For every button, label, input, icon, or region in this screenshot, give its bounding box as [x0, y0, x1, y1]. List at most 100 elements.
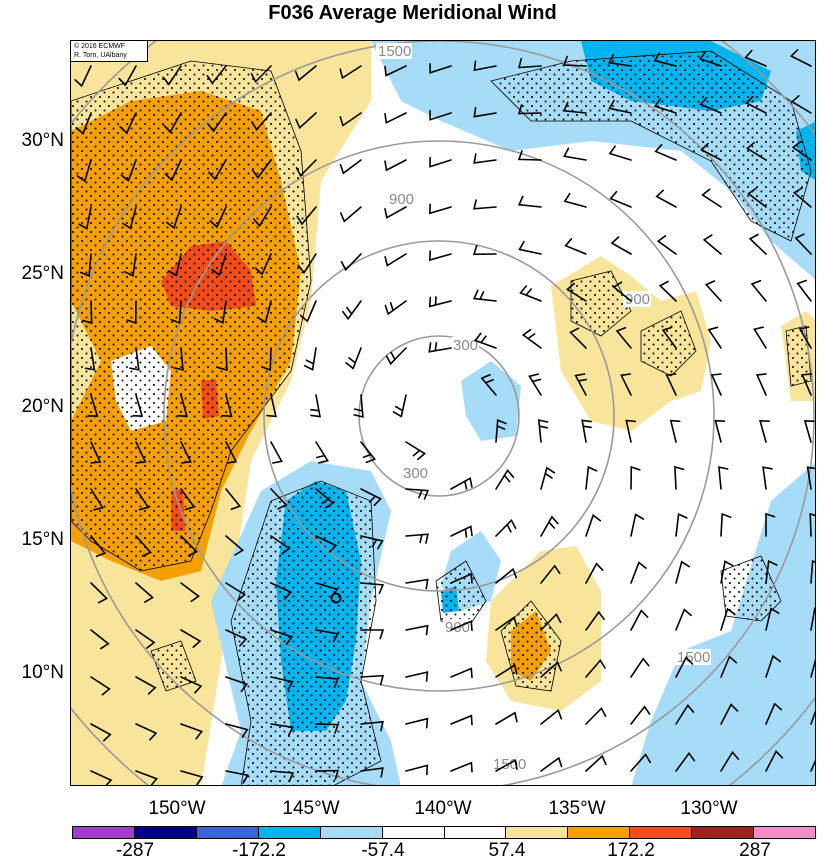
- wind-barb: [654, 143, 677, 161]
- wind-barb: [119, 112, 137, 135]
- wind-barb: [384, 253, 407, 267]
- wind-barb: [630, 609, 649, 631]
- wind-barb: [653, 98, 677, 114]
- wind-barb: [429, 203, 452, 215]
- wind-barb: [720, 607, 736, 631]
- wind-barb: [315, 535, 338, 553]
- wind-barb: [90, 629, 110, 650]
- negative-wind-region: [461, 361, 521, 441]
- wind-barb: [225, 770, 249, 784]
- colorbar-label: 57.4: [488, 840, 526, 861]
- wind-barb: [252, 206, 272, 228]
- wind-barb: [495, 711, 518, 725]
- wind-barb: [517, 57, 542, 69]
- wind-barb: [75, 112, 92, 135]
- wind-barb: [674, 465, 685, 490]
- wind-barb: [810, 658, 815, 678]
- wind-barb: [82, 300, 93, 325]
- ring-label-300: 300: [453, 337, 478, 354]
- wind-barb: [806, 466, 815, 490]
- wind-barb: [164, 159, 182, 182]
- wind-barb: [225, 488, 242, 511]
- wind-barb: [658, 280, 677, 302]
- wind-barb: [207, 112, 227, 133]
- wind-barb: [473, 153, 497, 164]
- wind-barb: [340, 206, 362, 223]
- wind-barb: [700, 142, 722, 161]
- wind-barb: [384, 65, 407, 77]
- wind-barb: [135, 770, 158, 785]
- wind-barb: [630, 657, 650, 678]
- wind-barb: [90, 770, 113, 785]
- wind-barb: [473, 60, 497, 72]
- wind-barb: [225, 629, 248, 647]
- colorbar-segment: [196, 827, 259, 838]
- wind-barb: [796, 279, 812, 302]
- wind-barb: [405, 624, 429, 636]
- wind-barb: [180, 488, 196, 511]
- wind-barb: [297, 253, 317, 274]
- wind-barb: [429, 156, 452, 168]
- wind-barb: [360, 767, 384, 778]
- wind-barb: [630, 753, 651, 772]
- wind-barb: [495, 418, 507, 443]
- wind-barb: [315, 769, 340, 780]
- wind-barb: [610, 236, 632, 255]
- wind-barb: [315, 629, 339, 643]
- colorbar-segment: [258, 827, 321, 838]
- ring-label-900: 900: [625, 291, 650, 308]
- wind-barb: [209, 206, 227, 229]
- wind-barb: [360, 674, 385, 686]
- lon-label-130W: 130°W: [680, 798, 738, 819]
- wind-barb: [180, 629, 202, 648]
- wind-barb: [129, 347, 140, 371]
- colorbar-segment: [134, 827, 197, 838]
- wind-barb: [698, 50, 722, 67]
- wind-barb: [360, 629, 385, 640]
- wind-barb: [759, 419, 770, 443]
- wind-barb: [299, 300, 317, 323]
- wind-barb: [429, 63, 452, 74]
- wind-barb: [211, 253, 227, 277]
- wind-barb: [540, 564, 561, 584]
- colorbar-segment: [382, 827, 445, 838]
- wind-barb: [745, 95, 767, 114]
- wind-barb: [675, 751, 696, 772]
- wind-barb: [385, 347, 407, 366]
- wind-barb: [581, 419, 592, 443]
- wind-barb: [270, 441, 283, 464]
- wind-barb: [270, 629, 294, 645]
- wind-barb: [720, 750, 740, 772]
- wind-barb: [135, 535, 152, 557]
- wind-barb: [540, 515, 559, 537]
- lat-label-25N: 25°N: [21, 263, 64, 284]
- wind-barb: [750, 279, 767, 302]
- wind-barb: [720, 703, 739, 725]
- wind-barb: [250, 65, 272, 84]
- wind-barb: [789, 48, 812, 67]
- wind-barb: [120, 159, 137, 183]
- wind-barb: [675, 608, 692, 631]
- wind-barb: [540, 708, 563, 725]
- colorbar-label: 172.2: [607, 840, 655, 861]
- wind-barb: [118, 65, 137, 87]
- colorbar-label: -57.4: [361, 840, 405, 861]
- colorbar-label: -172.2: [232, 840, 286, 861]
- wind-barb: [270, 488, 288, 510]
- wind-barb: [296, 206, 317, 226]
- wind-barb: [620, 373, 632, 396]
- wind-barb: [295, 159, 317, 178]
- wind-barb: [528, 373, 542, 396]
- wind-barb: [90, 441, 102, 464]
- wind-barb: [405, 488, 430, 500]
- colorbar-label: 287: [739, 840, 771, 861]
- lon-label-145W: 145°W: [282, 798, 340, 819]
- wind-barb: [450, 761, 473, 773]
- wind-barb: [540, 756, 563, 772]
- wind-barb: [630, 561, 647, 584]
- wind-barb: [765, 512, 776, 537]
- lat-label-20N: 20°N: [21, 396, 64, 417]
- wind-barb: [472, 244, 497, 256]
- wind-barb: [353, 394, 364, 418]
- wind-barb: [704, 280, 722, 302]
